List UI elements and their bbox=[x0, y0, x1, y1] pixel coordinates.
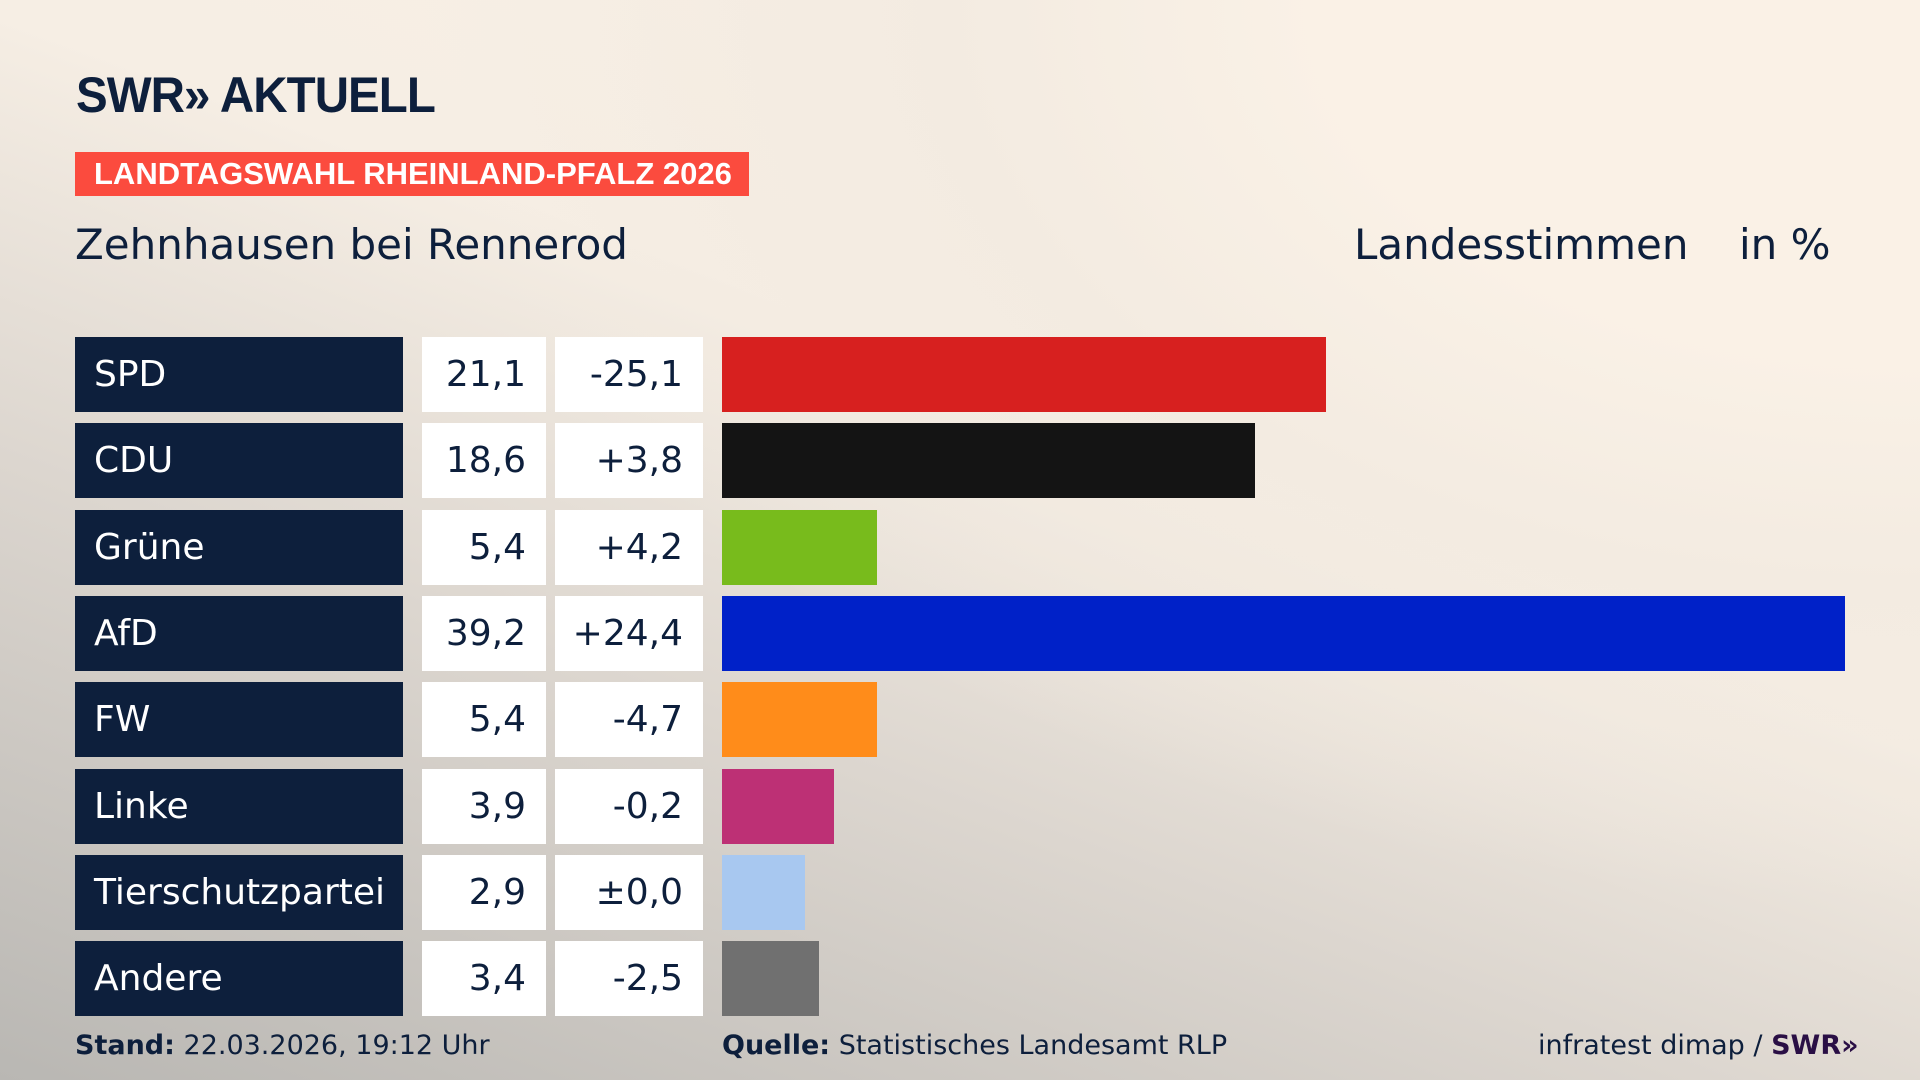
party-label: Tierschutzpartei bbox=[75, 854, 403, 930]
bar-spd bbox=[722, 337, 1327, 412]
bar-afd bbox=[722, 595, 1845, 671]
value-label: 39,2 bbox=[422, 595, 546, 671]
bar-grüne bbox=[722, 509, 877, 585]
party-label: SPD bbox=[75, 337, 403, 412]
swr-logo: SWR» bbox=[1771, 1030, 1859, 1061]
credit-text: infratest dimap / bbox=[1538, 1030, 1763, 1061]
diff-label: +3,8 bbox=[555, 423, 703, 499]
diff-label: -4,7 bbox=[555, 682, 703, 758]
result-row: SPD 21,1 -25,1 bbox=[75, 337, 1875, 412]
metric-label: Landesstimmen bbox=[1354, 220, 1689, 269]
stand-value: 22.03.2026, 19:12 Uhr bbox=[183, 1030, 490, 1061]
value-label: 21,1 bbox=[422, 337, 546, 412]
result-row: Andere 3,4 -2,5 bbox=[75, 941, 1875, 1017]
bar-linke bbox=[722, 768, 834, 844]
bar-cdu bbox=[722, 423, 1255, 499]
party-label: CDU bbox=[75, 423, 403, 499]
credit: infratest dimap / SWR» bbox=[1538, 1030, 1859, 1061]
result-row: FW 5,4 -4,7 bbox=[75, 682, 1875, 758]
place-title: Zehnhausen bei Rennerod bbox=[75, 220, 628, 269]
value-label: 5,4 bbox=[422, 682, 546, 758]
diff-label: +24,4 bbox=[555, 595, 703, 671]
value-label: 3,4 bbox=[422, 941, 546, 1017]
result-row: Tierschutzpartei 2,9 ±0,0 bbox=[75, 854, 1875, 930]
value-label: 3,9 bbox=[422, 768, 546, 844]
stand-label: Stand: bbox=[75, 1030, 175, 1061]
election-banner: LANDTAGSWAHL RHEINLAND-PFALZ 2026 bbox=[75, 152, 749, 196]
timestamp: Stand: 22.03.2026, 19:12 Uhr bbox=[75, 1030, 490, 1061]
bar-tierschutzpartei bbox=[722, 854, 806, 930]
result-row: Grüne 5,4 +4,2 bbox=[75, 509, 1875, 585]
source: Quelle: Statistisches Landesamt RLP bbox=[722, 1030, 1227, 1061]
unit-label: in % bbox=[1739, 220, 1831, 269]
party-label: Linke bbox=[75, 768, 403, 844]
party-label: Grüne bbox=[75, 509, 403, 585]
diff-label: -0,2 bbox=[555, 768, 703, 844]
diff-label: +4,2 bbox=[555, 509, 703, 585]
bar-andere bbox=[722, 941, 820, 1017]
result-row: Linke 3,9 -0,2 bbox=[75, 768, 1875, 844]
diff-label: -25,1 bbox=[555, 337, 703, 412]
diff-label: -2,5 bbox=[555, 941, 703, 1017]
bar-fw bbox=[722, 682, 877, 758]
value-label: 5,4 bbox=[422, 509, 546, 585]
result-row: CDU 18,6 +3,8 bbox=[75, 423, 1875, 499]
value-label: 2,9 bbox=[422, 854, 546, 930]
source-value: Statistisches Landesamt RLP bbox=[838, 1030, 1228, 1061]
value-label: 18,6 bbox=[422, 423, 546, 499]
party-label: Andere bbox=[75, 941, 403, 1017]
source-label: Quelle: bbox=[722, 1030, 831, 1061]
swr-aktuell-logo: SWR» AKTUELL bbox=[76, 67, 436, 123]
diff-label: ±0,0 bbox=[555, 854, 703, 930]
party-label: AfD bbox=[75, 595, 403, 671]
party-label: FW bbox=[75, 682, 403, 758]
result-row: AfD 39,2 +24,4 bbox=[75, 595, 1875, 671]
